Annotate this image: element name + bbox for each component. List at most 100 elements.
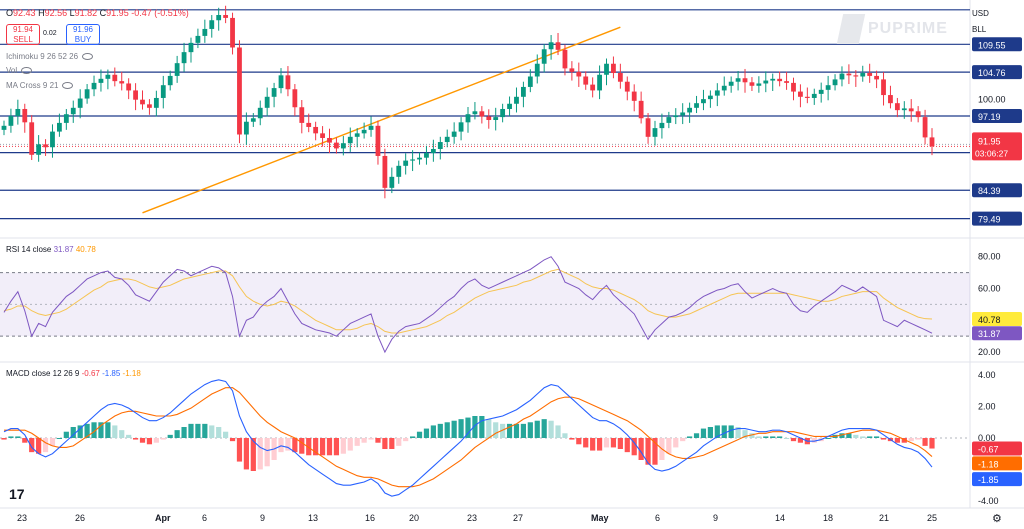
candle-body [188, 42, 194, 53]
unit-label[interactable]: BLL [972, 25, 987, 34]
macd-histogram-bar [29, 438, 35, 453]
rsi-legend[interactable]: RSI 14 close 31.87 40.78 [6, 245, 96, 254]
candle-body [91, 82, 97, 90]
buy-button[interactable]: 91.96 BUY [66, 24, 100, 45]
candle-body [735, 78, 741, 82]
candle-body [521, 86, 526, 97]
macd-histogram-bar [292, 438, 298, 453]
rsi-value-tag [972, 326, 1022, 341]
candle-body [223, 15, 229, 18]
macd-histogram-bar [777, 436, 783, 438]
macd-histogram-bar [880, 438, 887, 440]
candle-body [867, 73, 873, 76]
macd-tick-label: 2.00 [978, 402, 996, 412]
candle-body [181, 52, 187, 64]
candle-body [728, 81, 734, 86]
candle-body [36, 144, 42, 155]
macd-histogram-bar [790, 438, 797, 442]
candle-body [832, 79, 838, 86]
candle-body [354, 133, 360, 137]
candle-body [888, 95, 893, 104]
sell-button[interactable]: 91.94 SELL [6, 24, 40, 45]
candle-body [500, 108, 506, 118]
candle-body [874, 75, 879, 80]
candle-body [313, 126, 319, 134]
macd-histogram-bar [42, 438, 49, 453]
candle-body [701, 99, 706, 104]
ohlc-high-value: 92.56 [44, 8, 68, 18]
macd-histogram-bar [396, 438, 402, 446]
eye-icon[interactable] [82, 53, 94, 61]
candle-body [652, 128, 658, 137]
macd-histogram-bar [313, 438, 319, 456]
candle-body [611, 63, 616, 74]
macd-histogram-bar [63, 431, 69, 438]
candle-body [15, 108, 21, 116]
macd-histogram-bar [707, 427, 713, 438]
macd-hist-tag-label: -0.67 [978, 445, 999, 455]
currency-label[interactable]: USD [972, 9, 989, 18]
gear-icon[interactable]: ⚙ [992, 513, 1002, 525]
ohlc-change: -0.47 (-0.51%) [131, 8, 189, 18]
candle-body [202, 28, 208, 36]
macd-signal-line [4, 387, 933, 488]
macd-histogram-bar [8, 436, 14, 438]
candle-body [770, 78, 776, 81]
eye-icon[interactable] [21, 67, 33, 75]
rsi-line [3, 256, 933, 354]
candle-body [756, 83, 762, 86]
bar-countdown-label: 03:06:27 [975, 148, 1008, 158]
macd-histogram-bar [596, 438, 603, 451]
candle-body [804, 96, 810, 98]
buy-label: BUY [74, 35, 92, 44]
macd-signal-tag [972, 456, 1022, 471]
candle-body [908, 108, 914, 112]
macd-histogram-bar [416, 431, 423, 438]
candle-body [631, 91, 637, 101]
indicator-ma-cross[interactable]: MA Cross 9 21 [6, 81, 74, 90]
candle-body [714, 90, 720, 96]
macd-line-legend-value: -1.85 [102, 369, 121, 378]
candle-body [396, 165, 402, 177]
candle-body [555, 42, 561, 50]
candle-body [195, 35, 201, 43]
ohlc-readout: O92.43 H92.56 L91.82 C91.95 -0.47 (-0.51… [6, 8, 189, 18]
candle-body [590, 84, 596, 91]
candle-body [126, 83, 132, 91]
candle-body [604, 63, 609, 75]
macd-histogram-bar [929, 438, 935, 449]
time-axis-label: 23 [467, 513, 477, 523]
macd-histogram-bar [617, 438, 623, 449]
candle-body [798, 91, 803, 97]
candle-body [458, 122, 464, 132]
candle-body [140, 99, 145, 105]
macd-histogram-bar [257, 438, 263, 470]
macd-histogram-bar [70, 427, 76, 438]
macd-histogram-bar [326, 438, 333, 456]
candle-body [548, 42, 554, 50]
ohlc-close-value: 91.95 [106, 8, 129, 18]
candle-body [839, 73, 845, 80]
macd-histogram-bar [112, 425, 118, 438]
macd-legend[interactable]: MACD close 12 26 9 -0.67 -1.85 -1.18 [6, 369, 141, 378]
rsi-ma-tag-label: 40.78 [978, 315, 1001, 325]
macd-histogram-bar [437, 423, 443, 438]
indicator-vol[interactable]: Vol [6, 66, 33, 75]
macd-histogram-bar [319, 438, 326, 456]
candle-body [562, 49, 568, 69]
candle-body [417, 157, 422, 160]
indicator-ichimoku[interactable]: Ichimoku 9 26 52 26 [6, 52, 94, 61]
macd-histogram-bar [389, 438, 395, 449]
candle-body [846, 73, 852, 76]
candle-body [673, 115, 679, 118]
macd-histogram-bar [569, 438, 575, 440]
price-level-tag-label: 104.76 [978, 68, 1006, 78]
macd-histogram-bar [763, 436, 769, 438]
eye-icon[interactable] [62, 82, 74, 90]
macd-histogram-bar [527, 422, 533, 438]
candle-body [216, 15, 222, 21]
candle-body [174, 63, 180, 76]
macd-histogram-bar [409, 436, 416, 438]
indicator-vol-label: Vol [6, 66, 18, 75]
